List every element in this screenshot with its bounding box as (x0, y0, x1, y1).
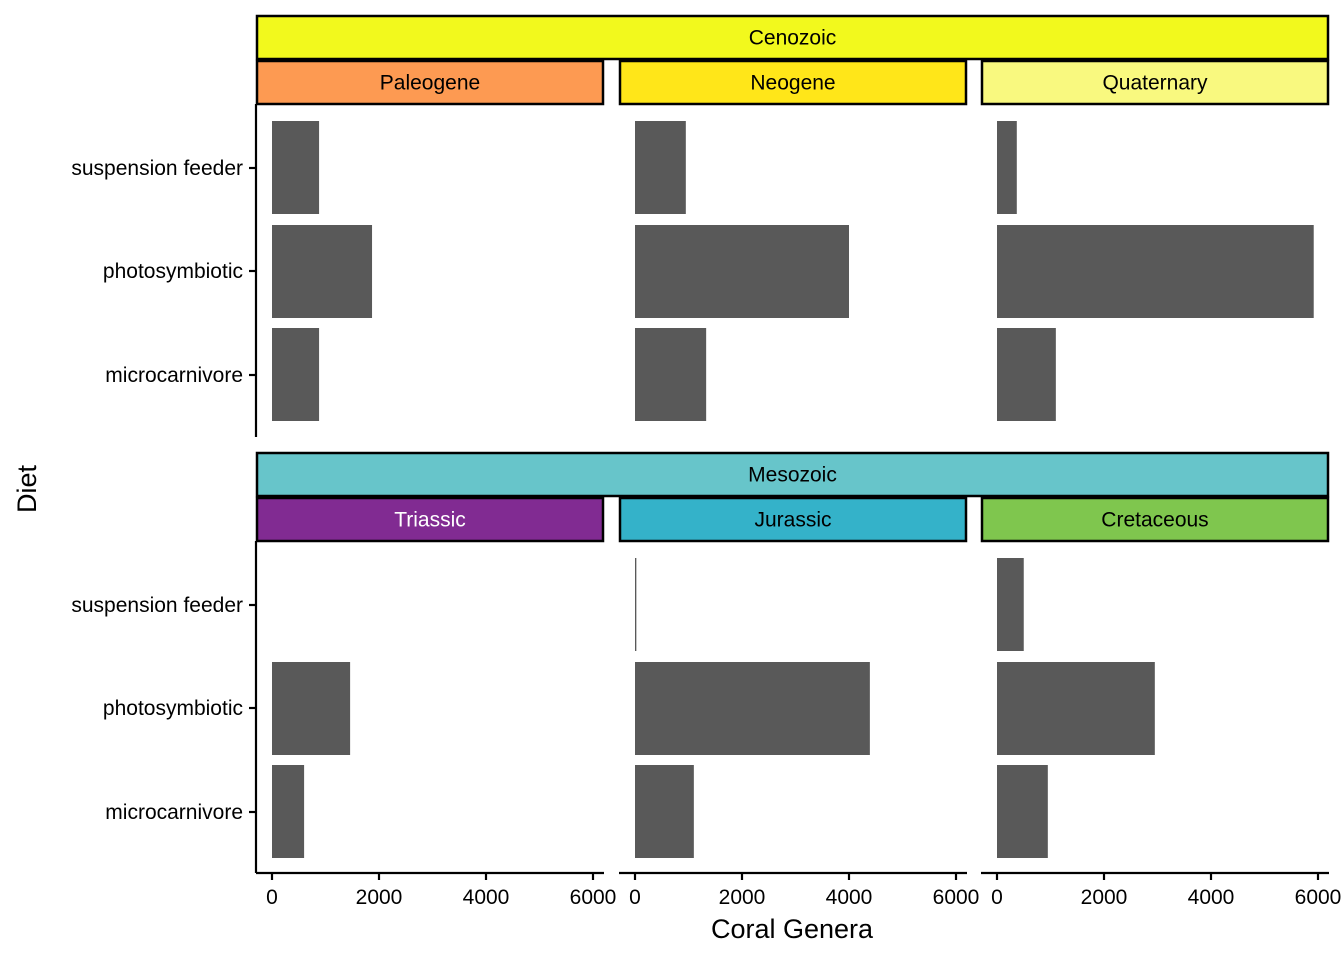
x-axis-title: Coral Genera (711, 914, 874, 944)
bar-neogene-microcarnivore (635, 328, 707, 421)
y-tick-label: suspension feeder (71, 157, 243, 180)
y-tick-label: microcarnivore (105, 801, 243, 824)
x-tick-label: 0 (629, 886, 641, 909)
bar-triassic-photosymbiotic (272, 662, 351, 755)
era-strip-label: Cenozoic (749, 27, 837, 50)
x-tick-label: 2000 (1081, 886, 1128, 909)
period-strip-quaternary (980, 59, 1330, 106)
y-tick-label: suspension feeder (71, 594, 243, 617)
x-tick-label: 2000 (356, 886, 403, 909)
era-strip-cenozoic (255, 14, 1330, 61)
x-tick-label: 2000 (719, 886, 766, 909)
bar-quaternary-suspension-feeder (997, 121, 1017, 214)
x-tick-label: 4000 (463, 886, 510, 909)
bar-neogene-photosymbiotic (635, 225, 849, 318)
bar-paleogene-microcarnivore (272, 328, 320, 421)
period-strip-label: Paleogene (380, 72, 480, 95)
x-tick-label: 6000 (1295, 886, 1342, 909)
bar-quaternary-photosymbiotic (997, 225, 1314, 318)
bar-neogene-suspension-feeder (635, 121, 686, 214)
bar-cretaceous-microcarnivore (997, 765, 1048, 858)
facet-strips: Cenozoic Paleogene Neogene Quaternary Mesozo… (255, 14, 1330, 543)
bar-paleogene-photosymbiotic (272, 225, 373, 318)
bar-cretaceous-suspension-feeder (997, 558, 1024, 651)
x-tick-label: 4000 (826, 886, 873, 909)
bar-triassic-microcarnivore (272, 765, 305, 858)
x-tick-label: 6000 (933, 886, 980, 909)
y-tick-label: photosymbiotic (103, 260, 243, 283)
y-tick-label: microcarnivore (105, 364, 243, 387)
bar-cretaceous-photosymbiotic (997, 662, 1155, 755)
period-strip-paleogene (255, 59, 605, 106)
bars (272, 121, 1314, 858)
bar-jurassic-suspension-feeder (635, 558, 637, 651)
period-strip-label: Neogene (750, 72, 835, 95)
bar-paleogene-suspension-feeder (272, 121, 320, 214)
bar-jurassic-microcarnivore (635, 765, 694, 858)
period-strip-label: Quaternary (1102, 72, 1208, 95)
x-tick-label: 0 (266, 886, 278, 909)
period-strip-triassic (255, 496, 605, 543)
era-strip-label: Mesozoic (748, 464, 837, 487)
axes: suspension feeder photosymbiotic microcarn… (71, 104, 1341, 909)
period-strip-label: Triassic (394, 509, 466, 532)
period-strip-jurassic (618, 496, 968, 543)
y-tick-label: photosymbiotic (103, 697, 243, 720)
period-strip-label: Cretaceous (1101, 509, 1208, 532)
era-strip-mesozoic (255, 451, 1330, 498)
x-tick-label: 4000 (1188, 886, 1235, 909)
bar-jurassic-photosymbiotic (635, 662, 870, 755)
y-axis-title: Diet (12, 464, 42, 513)
period-strip-neogene (618, 59, 968, 106)
bar-quaternary-microcarnivore (997, 328, 1056, 421)
period-strip-cretaceous (980, 496, 1330, 543)
x-tick-label: 6000 (570, 886, 617, 909)
period-strip-label: Jurassic (754, 509, 831, 532)
x-tick-label: 0 (991, 886, 1003, 909)
